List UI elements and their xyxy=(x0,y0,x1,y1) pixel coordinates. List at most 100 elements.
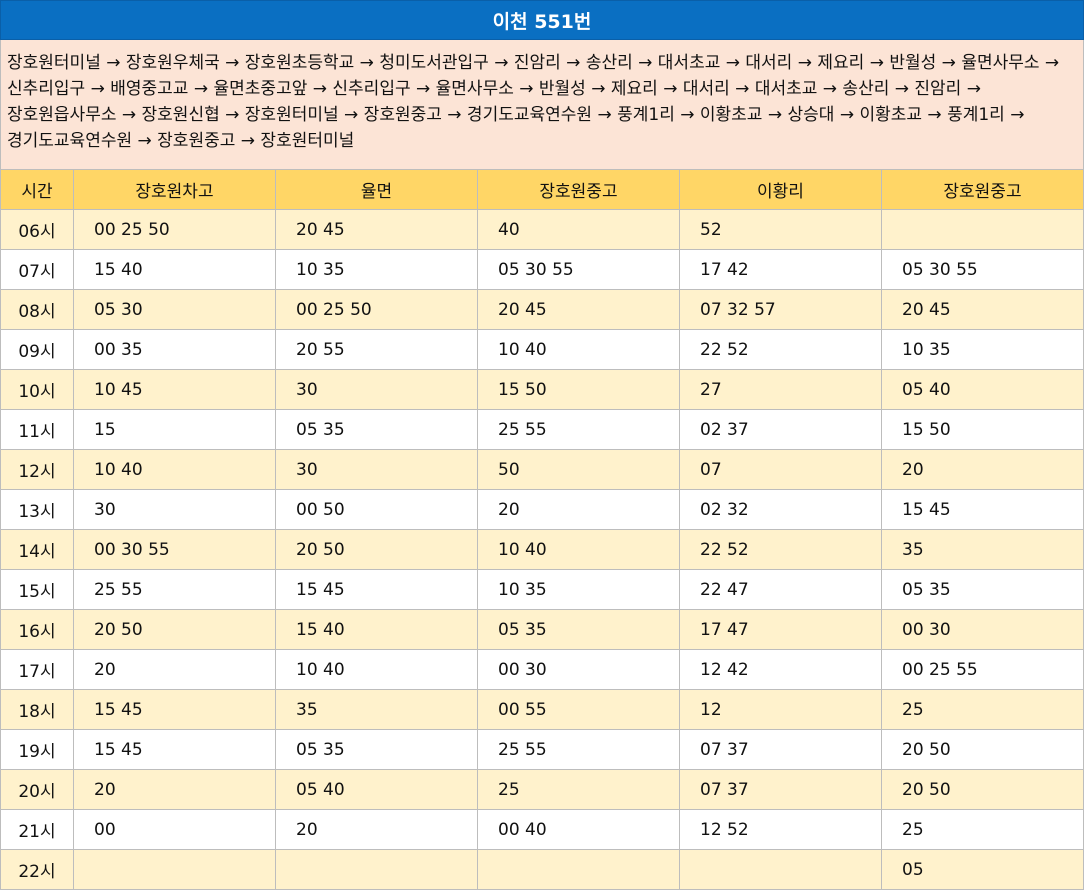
departure-times-cell: 15 40 xyxy=(275,609,478,650)
departure-times-cell: 05 35 xyxy=(881,569,1084,610)
hour-cell: 22시 xyxy=(0,849,74,890)
header-hour: 시간 xyxy=(0,169,74,210)
departure-times-cell: 40 xyxy=(477,209,680,250)
departure-times-cell: 20 45 xyxy=(477,289,680,330)
table-row: 21시 00 20 00 40 12 52 25 xyxy=(0,809,1084,850)
departure-times-cell: 12 42 xyxy=(679,649,882,690)
hour-cell: 10시 xyxy=(0,369,74,410)
departure-times-cell: 50 xyxy=(477,449,680,490)
departure-times-cell xyxy=(275,849,478,890)
hour-cell: 09시 xyxy=(0,329,74,370)
departure-times-cell: 25 xyxy=(477,769,680,810)
departure-times-cell: 00 xyxy=(73,809,276,850)
departure-times-cell: 05 40 xyxy=(275,769,478,810)
header-stop-janghowon-school-2: 장호원중고 xyxy=(881,169,1084,210)
departure-times-cell xyxy=(881,209,1084,250)
departure-times-cell: 05 40 xyxy=(881,369,1084,410)
departure-times-cell: 05 35 xyxy=(275,409,478,450)
departure-times-cell: 17 42 xyxy=(679,249,882,290)
header-stop-janghowon-garage: 장호원차고 xyxy=(73,169,276,210)
departure-times-cell: 25 55 xyxy=(477,409,680,450)
departure-times-cell: 20 xyxy=(881,449,1084,490)
header-stop-yulmyeon: 율면 xyxy=(275,169,478,210)
timetable: 시간 장호원차고 율면 장호원중고 이황리 장호원중고 06시 00 25 50 2… xyxy=(0,169,1084,890)
departure-times-cell: 07 37 xyxy=(679,729,882,770)
departure-times-cell: 20 xyxy=(275,809,478,850)
departure-times-cell: 15 45 xyxy=(275,569,478,610)
departure-times-cell: 10 35 xyxy=(275,249,478,290)
departure-times-cell: 10 40 xyxy=(73,449,276,490)
departure-times-cell: 22 47 xyxy=(679,569,882,610)
hour-cell: 13시 xyxy=(0,489,74,530)
table-row: 13시 30 00 50 20 02 32 15 45 xyxy=(0,489,1084,530)
table-row: 14시 00 30 55 20 50 10 40 22 52 35 xyxy=(0,529,1084,570)
table-row: 07시 15 40 10 35 05 30 55 17 42 05 30 55 xyxy=(0,249,1084,290)
table-row: 11시 15 05 35 25 55 02 37 15 50 xyxy=(0,409,1084,450)
departure-times-cell: 00 55 xyxy=(477,689,680,730)
departure-times-cell: 15 50 xyxy=(881,409,1084,450)
departure-times-cell: 20 xyxy=(73,769,276,810)
departure-times-cell: 00 30 55 xyxy=(73,529,276,570)
departure-times-cell: 35 xyxy=(275,689,478,730)
departure-times-cell: 20 xyxy=(477,489,680,530)
hour-cell: 16시 xyxy=(0,609,74,650)
table-row: 06시 00 25 50 20 45 40 52 xyxy=(0,209,1084,250)
hour-cell: 07시 xyxy=(0,249,74,290)
hour-cell: 11시 xyxy=(0,409,74,450)
departure-times-cell: 25 55 xyxy=(477,729,680,770)
departure-times-cell: 20 45 xyxy=(881,289,1084,330)
departure-times-cell: 00 35 xyxy=(73,329,276,370)
table-row: 16시 20 50 15 40 05 35 17 47 00 30 xyxy=(0,609,1084,650)
departure-times-cell: 05 30 55 xyxy=(477,249,680,290)
departure-times-cell: 07 32 57 xyxy=(679,289,882,330)
table-row: 09시 00 35 20 55 10 40 22 52 10 35 xyxy=(0,329,1084,370)
departure-times-cell: 22 52 xyxy=(679,529,882,570)
departure-times-cell: 30 xyxy=(275,449,478,490)
departure-times-cell: 05 30 55 xyxy=(881,249,1084,290)
departure-times-cell: 00 30 xyxy=(881,609,1084,650)
departure-times-cell: 20 45 xyxy=(275,209,478,250)
hour-cell: 21시 xyxy=(0,809,74,850)
departure-times-cell: 30 xyxy=(275,369,478,410)
timetable-header: 시간 장호원차고 율면 장호원중고 이황리 장호원중고 xyxy=(0,169,1084,210)
departure-times-cell: 15 45 xyxy=(73,689,276,730)
departure-times-cell: 17 47 xyxy=(679,609,882,650)
departure-times-cell: 27 xyxy=(679,369,882,410)
header-stop-janghowon-school: 장호원중고 xyxy=(477,169,680,210)
departure-times-cell: 05 30 xyxy=(73,289,276,330)
route-description: 장호원터미널 → 장호원우체국 → 장호원초등학교 → 청미도서관입구 → 진암… xyxy=(0,40,1084,169)
departure-times-cell: 02 37 xyxy=(679,409,882,450)
departure-times-cell: 07 37 xyxy=(679,769,882,810)
page-title: 이천 551번 xyxy=(0,0,1084,40)
departure-times-cell: 05 xyxy=(881,849,1084,890)
table-row: 12시 10 40 30 50 07 20 xyxy=(0,449,1084,490)
hour-cell: 20시 xyxy=(0,769,74,810)
header-stop-ihwangri: 이황리 xyxy=(679,169,882,210)
departure-times-cell: 20 50 xyxy=(881,729,1084,770)
departure-times-cell: 20 50 xyxy=(881,769,1084,810)
table-row: 08시 05 30 00 25 50 20 45 07 32 57 20 45 xyxy=(0,289,1084,330)
departure-times-cell: 10 45 xyxy=(73,369,276,410)
departure-times-cell: 22 52 xyxy=(679,329,882,370)
departure-times-cell: 35 xyxy=(881,529,1084,570)
departure-times-cell: 15 xyxy=(73,409,276,450)
hour-cell: 08시 xyxy=(0,289,74,330)
hour-cell: 19시 xyxy=(0,729,74,770)
departure-times-cell: 52 xyxy=(679,209,882,250)
departure-times-cell: 10 35 xyxy=(881,329,1084,370)
hour-cell: 14시 xyxy=(0,529,74,570)
departure-times-cell: 00 30 xyxy=(477,649,680,690)
table-row: 20시 20 05 40 25 07 37 20 50 xyxy=(0,769,1084,810)
departure-times-cell: 10 40 xyxy=(275,649,478,690)
departure-times-cell: 20 55 xyxy=(275,329,478,370)
table-row: 22시 05 xyxy=(0,849,1084,890)
departure-times-cell: 25 xyxy=(881,809,1084,850)
departure-times-cell xyxy=(73,849,276,890)
hour-cell: 15시 xyxy=(0,569,74,610)
departure-times-cell: 00 50 xyxy=(275,489,478,530)
departure-times-cell: 25 xyxy=(881,689,1084,730)
departure-times-cell: 15 45 xyxy=(881,489,1084,530)
departure-times-cell: 05 35 xyxy=(275,729,478,770)
table-row: 17시 20 10 40 00 30 12 42 00 25 55 xyxy=(0,649,1084,690)
